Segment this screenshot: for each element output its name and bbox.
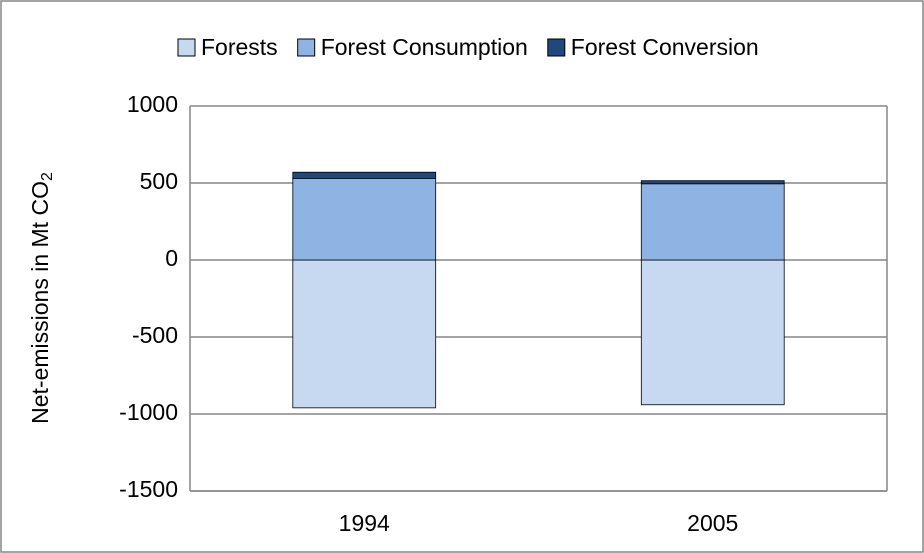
bar-segment (292, 171, 437, 179)
legend-label: Forest Consumption (321, 34, 528, 60)
bar-segment (640, 183, 785, 261)
legend-label: Forest Conversion (571, 34, 759, 60)
y-axis-label: Net-emissions in Mt CO2 (27, 172, 56, 424)
y-axis-label-text: Net-emissions in Mt CO (27, 181, 53, 424)
y-tick-label: 500 (140, 168, 178, 194)
y-tick-label: -1000 (119, 399, 178, 425)
legend-swatch (297, 38, 316, 57)
legend-swatch (547, 38, 566, 57)
y-tick-label: -1500 (119, 476, 178, 502)
x-tick-label: 2005 (687, 510, 738, 536)
x-tick-label: 1994 (339, 510, 390, 536)
bar-segment (292, 259, 437, 409)
y-axis-label-subscript: 2 (39, 172, 56, 181)
bar-segment (640, 180, 785, 185)
legend-swatch (177, 38, 196, 57)
bar-segment (640, 259, 785, 406)
y-tick-label: -500 (132, 322, 178, 348)
legend-label: Forests (201, 34, 278, 60)
y-tick-label: 0 (165, 245, 178, 271)
bar-segment (292, 177, 437, 261)
y-tick-label: 1000 (127, 91, 178, 117)
